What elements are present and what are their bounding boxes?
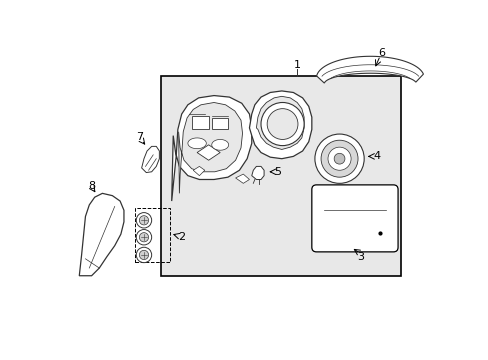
Text: 4: 4 — [372, 152, 379, 161]
Polygon shape — [142, 147, 159, 172]
Polygon shape — [249, 91, 311, 159]
Circle shape — [314, 134, 364, 183]
Bar — [135, 208, 170, 262]
Text: 7: 7 — [136, 132, 142, 142]
Polygon shape — [191, 116, 208, 130]
Polygon shape — [235, 174, 249, 183]
Circle shape — [139, 250, 148, 260]
Text: 6: 6 — [378, 48, 385, 58]
Circle shape — [266, 109, 297, 139]
Polygon shape — [178, 103, 242, 193]
Polygon shape — [171, 95, 251, 201]
Circle shape — [136, 230, 151, 245]
Circle shape — [136, 247, 151, 263]
Circle shape — [333, 153, 344, 164]
Circle shape — [136, 213, 151, 228]
Polygon shape — [187, 138, 206, 149]
Circle shape — [327, 147, 350, 170]
Polygon shape — [251, 166, 264, 180]
Circle shape — [321, 140, 357, 177]
Text: 1: 1 — [293, 60, 300, 70]
Bar — [161, 76, 400, 276]
Circle shape — [139, 233, 148, 242]
Text: 2: 2 — [178, 232, 185, 242]
Polygon shape — [79, 193, 123, 276]
Polygon shape — [211, 139, 228, 150]
Polygon shape — [316, 56, 423, 83]
Text: 3: 3 — [357, 252, 364, 262]
FancyBboxPatch shape — [311, 185, 397, 252]
Circle shape — [139, 216, 148, 225]
Polygon shape — [193, 166, 204, 176]
Polygon shape — [197, 145, 220, 160]
Circle shape — [261, 103, 304, 145]
Polygon shape — [212, 118, 227, 130]
Text: 5: 5 — [274, 167, 281, 177]
Text: 8: 8 — [88, 181, 95, 191]
Polygon shape — [256, 96, 304, 149]
